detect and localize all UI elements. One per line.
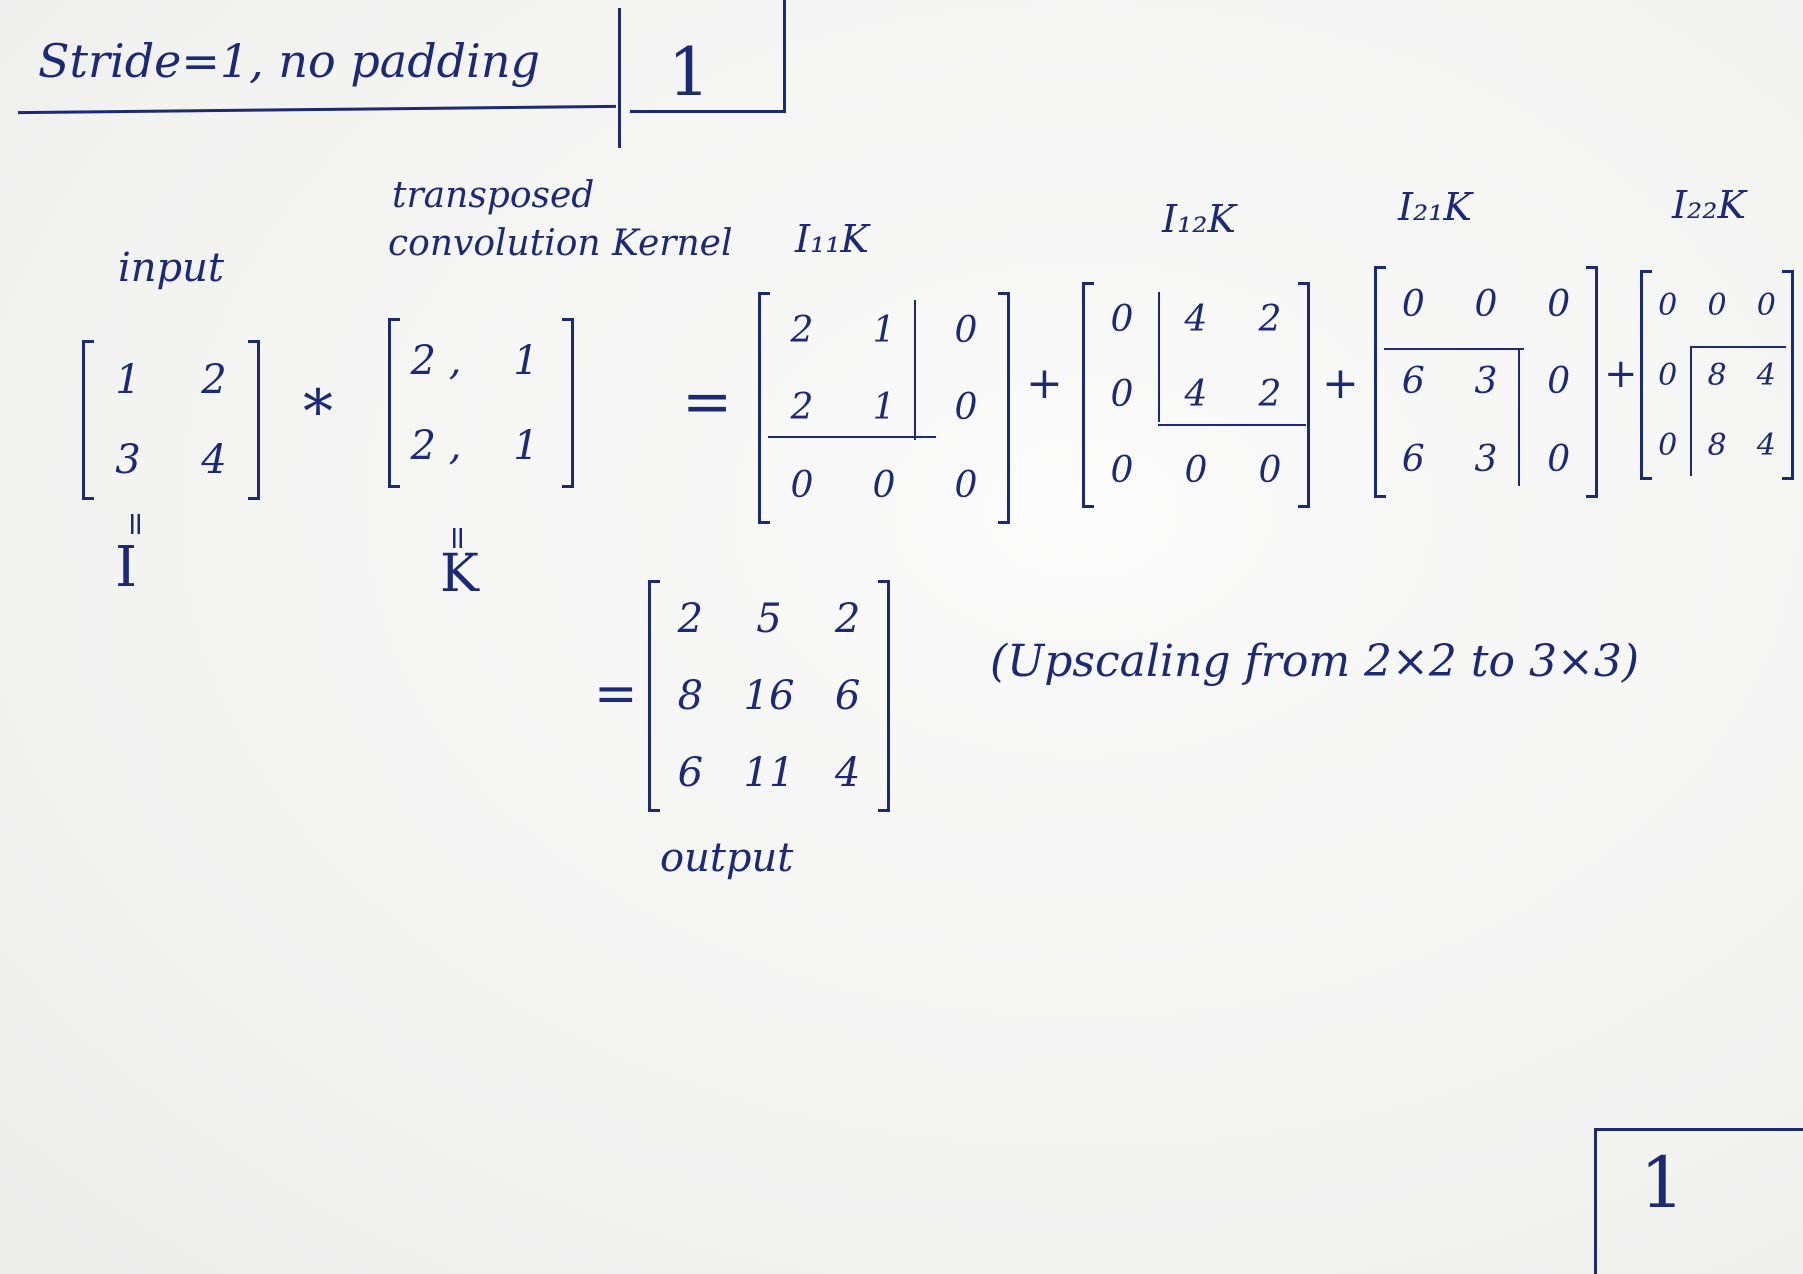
- term1-cell: 0: [954, 464, 978, 506]
- term-matrix-3: 0 0 0 6 3 0 6 3 0: [1374, 266, 1598, 498]
- term-label-1: I₁₁K: [795, 217, 869, 261]
- term-label-3: I₂₁K: [1398, 185, 1472, 229]
- term4-cell: 4: [1756, 427, 1776, 463]
- plus-operator-3: +: [1604, 351, 1638, 397]
- kernel-cell: 1: [513, 337, 539, 384]
- output-cell: 2: [834, 595, 861, 642]
- term1-cell: 0: [872, 464, 896, 506]
- kernel-cell: 2 ,: [410, 337, 462, 384]
- term2-cell: 0: [1110, 374, 1134, 416]
- term4-divider-vertical: [1690, 346, 1692, 476]
- page-title: Stride=1, no padding: [38, 34, 540, 88]
- term4-divider-horizontal: [1690, 346, 1786, 348]
- term1-divider-vertical: [914, 300, 916, 440]
- term4-cell: 8: [1707, 357, 1727, 393]
- term4-cell: 0: [1756, 287, 1776, 323]
- footer-box-top: [1594, 1128, 1803, 1131]
- term-label-4: I₂₂K: [1672, 183, 1746, 227]
- term4-cell: 0: [1658, 357, 1678, 393]
- output-matrix: 2 5 2 8 16 6 6 11 4: [648, 580, 890, 812]
- upscaling-note: (Upscaling from 2×2 to 3×3): [990, 636, 1640, 687]
- input-symbol: I: [115, 535, 138, 600]
- output-cell: 6: [677, 750, 704, 797]
- page-number-bottom: 1: [1640, 1142, 1685, 1224]
- term2-cell: 4: [1184, 299, 1208, 341]
- kernel-cell: 2 ,: [410, 422, 462, 469]
- term1-cell: 0: [954, 387, 978, 429]
- kernel-symbol: K: [440, 544, 479, 604]
- kernel-matrix: 2 , 1 2 , 1: [388, 318, 574, 488]
- term3-cell: 0: [1547, 284, 1571, 326]
- input-matrix: 1 2 3 4: [82, 340, 260, 500]
- term2-cell: 2: [1258, 299, 1282, 341]
- term3-cell: 6: [1401, 438, 1425, 480]
- term3-cell: 0: [1474, 284, 1498, 326]
- term3-cell: 6: [1401, 361, 1425, 403]
- term-label-2: I₁₂K: [1162, 197, 1236, 241]
- equals-operator-2: =: [594, 664, 638, 724]
- term1-cell: 2: [790, 387, 814, 429]
- plus-operator-2: +: [1322, 358, 1359, 409]
- term4-cell: 8: [1707, 427, 1727, 463]
- term1-cell: 0: [954, 310, 978, 352]
- output-cell: 5: [756, 595, 782, 642]
- output-cell: 6: [834, 672, 861, 719]
- term1-cell: 1: [872, 387, 896, 429]
- output-cell: 16: [743, 672, 795, 719]
- footer-box-left: [1594, 1130, 1597, 1274]
- term4-cell: 0: [1658, 427, 1678, 463]
- kernel-cell: 1: [513, 422, 539, 469]
- term-matrix-2: 0 4 2 0 4 2 0 0 0: [1082, 282, 1310, 508]
- title-box-bottom: [630, 110, 786, 113]
- term2-cell: 0: [1184, 449, 1208, 491]
- input-cell: 2: [201, 357, 227, 403]
- term1-cell: 2: [790, 310, 814, 352]
- term2-cell: 2: [1258, 374, 1282, 416]
- term2-cell: 0: [1110, 449, 1134, 491]
- page-number-top: 1: [668, 34, 710, 111]
- term3-cell: 3: [1474, 361, 1498, 403]
- term4-cell: 0: [1707, 287, 1727, 323]
- output-cell: 2: [677, 595, 704, 642]
- term2-cell: 0: [1110, 299, 1134, 341]
- input-label: input: [118, 245, 224, 291]
- input-cell: 1: [115, 357, 141, 403]
- kernel-label-line2: convolution Kernel: [388, 223, 733, 264]
- term2-divider-horizontal: [1158, 424, 1306, 426]
- term3-divider-vertical: [1518, 348, 1520, 486]
- term3-cell: 0: [1547, 438, 1571, 480]
- output-cell: 8: [677, 672, 704, 719]
- output-cell: 4: [834, 750, 861, 797]
- term1-cell: 0: [790, 464, 814, 506]
- input-cell: 4: [201, 437, 227, 483]
- input-equals-mark: =: [117, 510, 156, 538]
- term3-cell: 0: [1547, 361, 1571, 403]
- term-matrix-4: 0 0 0 0 8 4 0 8 4: [1640, 270, 1794, 480]
- term4-cell: 0: [1658, 287, 1678, 323]
- term3-divider-horizontal: [1384, 348, 1524, 350]
- output-cell: 11: [743, 750, 795, 797]
- title-box-left: [618, 8, 621, 148]
- term3-cell: 0: [1401, 284, 1425, 326]
- term3-cell: 3: [1474, 438, 1498, 480]
- equals-operator-1: =: [682, 367, 733, 437]
- term2-cell: 0: [1258, 449, 1282, 491]
- convolve-operator: *: [303, 377, 333, 447]
- term4-cell: 4: [1756, 357, 1776, 393]
- plus-operator-1: +: [1026, 358, 1063, 409]
- kernel-label-line1: transposed: [392, 175, 595, 216]
- term2-divider-vertical: [1158, 292, 1160, 422]
- output-label: output: [660, 835, 794, 881]
- input-cell: 3: [115, 437, 141, 483]
- term1-divider-horizontal: [768, 436, 936, 438]
- term-matrix-1: 2 1 0 2 1 0 0 0 0: [758, 292, 1010, 524]
- term1-cell: 1: [872, 310, 896, 352]
- term2-cell: 4: [1184, 374, 1208, 416]
- title-box-right: [783, 0, 786, 112]
